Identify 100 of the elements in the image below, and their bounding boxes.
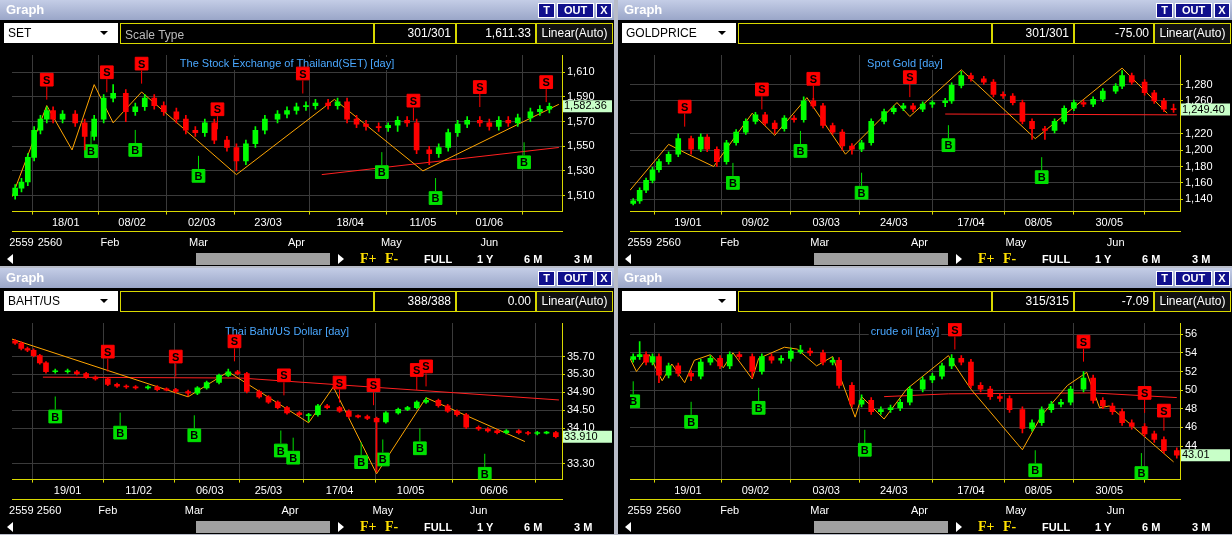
data-label: S — [103, 66, 111, 79]
x-tick-label: 10/05 — [396, 484, 425, 497]
x2-tick-label: May — [1005, 236, 1027, 249]
data-label: S — [213, 103, 222, 116]
x2-tick-label: 2559 — [9, 504, 34, 517]
text: -7.09 — [1074, 291, 1154, 312]
text: -75.00 — [1074, 23, 1154, 44]
data-label: B — [51, 410, 60, 423]
text: T — [1156, 3, 1173, 18]
data-label: S — [280, 369, 288, 382]
y-tick-label: 1,590 — [567, 89, 595, 102]
data-label: S — [335, 376, 344, 389]
data-label: B — [520, 156, 529, 169]
x-tick-label: 01/06 — [475, 216, 504, 229]
y-tick-label: 1,570 — [567, 114, 595, 127]
text: Graph — [6, 2, 45, 17]
text: T — [1156, 271, 1173, 286]
text: OUT — [1175, 3, 1212, 18]
text: F+ — [978, 519, 995, 534]
text: F+ — [360, 519, 377, 534]
x-tick-label: 18/01 — [51, 216, 80, 229]
x2-tick-label: 2560 — [36, 504, 62, 517]
text: F- — [1003, 251, 1017, 266]
x-tick-label: 08/05 — [1024, 216, 1053, 229]
y-tick-label: 56 — [1185, 327, 1198, 340]
data-label: B — [860, 443, 869, 456]
text: Linear(Auto) — [536, 23, 613, 44]
x2-tick-label: May — [372, 504, 394, 517]
y-tick-label: 35.30 — [567, 367, 595, 380]
data-label: B — [687, 415, 696, 428]
text: 3 M — [1192, 253, 1211, 266]
data-label: S — [409, 94, 418, 107]
x-tick-label: 02/03 — [187, 216, 216, 229]
x-tick-label: 18/04 — [336, 216, 364, 229]
text: F- — [1003, 519, 1017, 534]
data-label: S — [104, 345, 112, 358]
text: 0.00 — [456, 291, 536, 312]
x2-tick-label: Apr — [910, 236, 929, 249]
data-label: B — [378, 453, 387, 466]
y-tick-label: 35.70 — [567, 349, 595, 362]
text: F- — [385, 519, 399, 534]
x2-tick-label: Apr — [287, 236, 306, 249]
text: 388/388 — [374, 291, 456, 312]
text: FULL — [1042, 253, 1071, 266]
data-label: S — [172, 350, 180, 363]
x2-tick-label: Mar — [810, 504, 830, 517]
x2-tick-label: May — [380, 236, 403, 249]
y-tick-label: 1,280 — [1185, 77, 1213, 90]
data-label: S — [951, 323, 959, 336]
text: F+ — [360, 251, 377, 266]
text: 301/301 — [992, 23, 1074, 44]
text: 6 M — [524, 253, 543, 266]
y-tick-label: 1,220 — [1185, 126, 1213, 139]
data-label: B — [289, 451, 298, 464]
data-label: S — [369, 379, 378, 392]
x2-tick-label: 2560 — [656, 236, 681, 249]
text: 1 Y — [477, 521, 494, 534]
text: FULL — [424, 253, 453, 266]
data-label: B — [629, 395, 638, 408]
data-label: S — [1140, 386, 1149, 399]
text: Linear(Auto) — [536, 291, 613, 312]
y-tick-label: 1,260 — [1185, 93, 1213, 106]
x2-tick-label: Feb — [720, 504, 740, 517]
text: SET — [4, 23, 118, 43]
x2-tick-label: 2559 — [627, 504, 652, 517]
data-label: S — [681, 100, 689, 113]
x-tick-label: 08/05 — [1024, 484, 1053, 497]
text: 6 M — [524, 521, 543, 534]
text: Linear(Auto) — [1154, 291, 1231, 312]
data-label: B — [431, 192, 440, 205]
text: 3 M — [574, 253, 593, 266]
x2-tick-label: May — [1005, 504, 1027, 517]
x-tick-label: 11/05 — [409, 216, 437, 229]
y-tick-label: 33.30 — [567, 456, 595, 469]
y-tick-label: 1,180 — [1185, 159, 1213, 172]
chart-title: crude oil [day] — [870, 324, 940, 337]
x-tick-label: 24/03 — [879, 484, 908, 497]
x-tick-label: 30/05 — [1095, 216, 1124, 229]
x-tick-label: 17/04 — [325, 484, 354, 497]
x2-tick-label: Feb — [100, 236, 120, 249]
x2-tick-label: 2560 — [37, 236, 63, 249]
x-tick-label: 03/03 — [812, 484, 840, 497]
data-label: B — [1037, 171, 1046, 184]
text: FULL — [424, 521, 453, 534]
x2-tick-label: 2559 — [9, 236, 34, 249]
data-label: S — [476, 81, 484, 94]
x-tick-label: 09/02 — [741, 216, 770, 229]
data-label: B — [1031, 464, 1040, 477]
data-label: B — [131, 143, 140, 156]
x-tick-label: 09/02 — [741, 484, 770, 497]
x2-tick-label: Apr — [910, 504, 929, 517]
x2-tick-label: Jun — [480, 236, 499, 249]
data-label: S — [1160, 404, 1168, 417]
x2-tick-label: Mar — [184, 504, 205, 517]
text: 1,582.36 — [564, 99, 607, 112]
text: 3 M — [574, 521, 593, 534]
text: T — [538, 3, 555, 18]
data-label: S — [906, 71, 914, 84]
y-tick-label: 52 — [1185, 364, 1198, 377]
y-tick-label: 1,530 — [567, 163, 595, 176]
